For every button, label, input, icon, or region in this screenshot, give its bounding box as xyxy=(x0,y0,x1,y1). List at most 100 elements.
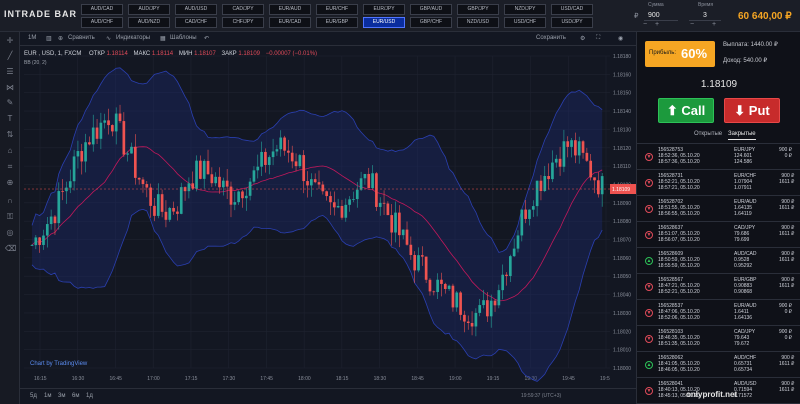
period-tab-1[interactable]: 1м xyxy=(44,393,52,399)
magnet-icon[interactable]: ∩ xyxy=(7,196,13,205)
indicators-button[interactable]: Индикаторы xyxy=(116,35,151,41)
pair-button-aud-usd[interactable]: AUD/USD xyxy=(175,4,217,15)
y-tick-label: 1.18080 xyxy=(613,219,631,225)
y-tick-label: 1.18140 xyxy=(613,109,631,115)
pair-button-gbp-aud[interactable]: GBP/AUD xyxy=(410,4,452,15)
pair-button-aud-cad[interactable]: AUD/CAD xyxy=(81,4,123,15)
pair-button-cad-chf[interactable]: CAD/CHF xyxy=(175,17,217,28)
candle-body xyxy=(84,142,87,162)
close-value: 1.18109 xyxy=(238,51,261,57)
candle-body xyxy=(417,255,420,271)
compare-button[interactable]: Сравнить xyxy=(68,35,95,41)
trade-row[interactable]: ▼ 156528702 18:51:55, 05.10.20 18:56:55, 05… xyxy=(637,196,800,222)
position-icon[interactable]: ⌂ xyxy=(7,146,13,155)
trade-row[interactable]: ▼ 156528637 18:51:07, 05.10.20 18:56:07, 05… xyxy=(637,222,800,248)
brush-icon[interactable]: ✎ xyxy=(6,98,14,107)
screenshot-icon[interactable]: ◉ xyxy=(618,36,624,42)
last-price-tag xyxy=(610,184,636,195)
compare-icon[interactable]: ⊕ xyxy=(58,36,64,42)
time-minus-button[interactable]: − xyxy=(690,21,695,28)
pair-button-nzd-jpy[interactable]: NZD/JPY xyxy=(504,4,546,15)
price-chart[interactable]: 1.18180 1.18160 1.18150 1.18140 1.18130 1.181… xyxy=(20,46,636,388)
amount-input[interactable]: 900 xyxy=(644,10,678,21)
candle-body xyxy=(401,229,405,236)
candle-type-icon[interactable]: ▥ xyxy=(46,36,52,42)
tab-open[interactable]: Открытые xyxy=(694,131,723,137)
pair-button-eur-jpy[interactable]: EUR/JPY xyxy=(363,4,405,15)
y-tick-label: 1.18060 xyxy=(613,256,631,262)
candle-body xyxy=(570,140,573,147)
trade-row[interactable]: ▼ 156528537 18:47:06, 05.10.20 18:52:06, 05… xyxy=(637,300,800,326)
time-input[interactable]: 3 xyxy=(689,10,721,21)
fullscreen-icon[interactable]: ⛶ xyxy=(596,35,601,41)
symbol-label[interactable]: EUR , USD, 1, FXCM xyxy=(24,51,82,57)
pair-button-eur-aud[interactable]: EUR/AUD xyxy=(269,4,311,15)
trade-row[interactable]: ▼ 156528103 18:46:35, 05.10.20 18:51:35, 05… xyxy=(637,326,800,352)
pair-button-usd-chf[interactable]: USD/CHF xyxy=(504,17,546,28)
candle-body xyxy=(344,204,348,218)
amount-plus-button[interactable]: + xyxy=(655,21,660,28)
pair-button-aud-jpy[interactable]: AUD/JPY xyxy=(128,4,170,15)
candle-body xyxy=(168,207,172,220)
x-tick-label: 19:00 xyxy=(449,376,462,382)
eye-icon[interactable]: ◎ xyxy=(6,228,14,237)
save-button[interactable]: Сохранить xyxy=(536,35,566,41)
trade-row[interactable]: ▲ 156528062 18:41:05, 05.10.20 18:46:05, 05… xyxy=(637,352,800,378)
trade-asset: CAD/JPY 79.643 79.672 xyxy=(734,329,756,347)
server-time: 19:59:37 (UTC+3) xyxy=(521,393,562,399)
trade-row[interactable]: ▲ 156528609 18:50:59, 05.10.20 18:55:59, 05… xyxy=(637,248,800,274)
pair-button-eur-cad[interactable]: EUR/CAD xyxy=(269,17,311,28)
pair-button-eur-chf[interactable]: EUR/CHF xyxy=(316,4,358,15)
crosshair-icon[interactable]: ✛ xyxy=(6,36,14,45)
period-tab-2[interactable]: 3м xyxy=(58,393,66,399)
text-icon[interactable]: T xyxy=(7,114,13,123)
templates-icon[interactable]: ▦ xyxy=(160,36,166,42)
candle-body xyxy=(409,244,413,256)
candle-body xyxy=(156,194,160,216)
trade-amount: 900 ₽1611 ₽ xyxy=(779,225,795,237)
trend-line-icon[interactable]: ╱ xyxy=(7,51,13,60)
tradingview-logo[interactable]: Chart by TradingView xyxy=(30,361,88,367)
put-button[interactable]: ⬇ Put xyxy=(724,98,780,123)
pair-button-nzd-usd[interactable]: NZD/USD xyxy=(457,17,499,28)
trash-icon[interactable]: ⌫ xyxy=(5,244,17,253)
candle-body xyxy=(348,199,351,205)
lock-icon[interactable]: ⚿ xyxy=(6,212,14,221)
zoom-icon[interactable]: ⊕ xyxy=(6,178,14,187)
pair-button-eur-usd[interactable]: EUR/USD xyxy=(363,17,405,28)
templates-button[interactable]: Шаблоны xyxy=(170,35,197,41)
pair-button-aud-nzd[interactable]: AUD/NZD xyxy=(128,17,170,28)
call-button[interactable]: ⬆ Call xyxy=(658,98,714,123)
period-tab-0[interactable]: 5д xyxy=(30,393,37,399)
period-tab-3[interactable]: 6м xyxy=(72,393,80,399)
undo-icon[interactable]: ↶ xyxy=(204,36,210,42)
y-tick-label: 1.18050 xyxy=(613,274,631,280)
pair-button-gbp-jpy[interactable]: GBP/JPY xyxy=(457,4,499,15)
candle-body xyxy=(359,178,363,190)
pair-button-gbp-chf[interactable]: GBP/CHF xyxy=(410,17,452,28)
settings-icon[interactable]: ⚙ xyxy=(580,36,586,42)
trade-row[interactable]: ▼ 156528567 18:47:21, 05.10.20 18:52:21, 05… xyxy=(637,274,800,300)
prediction-icon[interactable]: ⇅ xyxy=(6,130,14,139)
candle-body xyxy=(547,176,550,180)
pattern-icon[interactable]: ⋈ xyxy=(6,83,14,92)
pair-button-usd-jpy[interactable]: USD/JPY xyxy=(551,17,593,28)
pair-button-aud-chf[interactable]: AUD/CHF xyxy=(81,17,123,28)
trade-info: 156528062 18:41:05, 05.10.20 18:46:05, 05.… xyxy=(658,355,700,373)
candle-body xyxy=(271,151,275,158)
pair-button-cad-jpy[interactable]: CAD/JPY xyxy=(222,4,264,15)
amount-minus-button[interactable]: − xyxy=(643,21,648,28)
period-tab-4[interactable]: 1д xyxy=(86,393,93,399)
bollinger-legend[interactable]: BB (20, 2) xyxy=(24,60,47,66)
ruler-icon[interactable]: ⌗ xyxy=(7,162,13,171)
pair-button-eur-gbp[interactable]: EUR/GBP xyxy=(316,17,358,28)
indicators-icon[interactable]: ∿ xyxy=(106,36,112,42)
fib-icon[interactable]: ☰ xyxy=(6,67,14,76)
interval-button[interactable]: 1М xyxy=(28,35,37,41)
pair-button-usd-cad[interactable]: USD/CAD xyxy=(551,4,593,15)
tab-closed[interactable]: Закрытые xyxy=(728,131,756,140)
time-plus-button[interactable]: + xyxy=(712,21,717,28)
trade-row[interactable]: ▼ 156528753 18:52:36, 05.10.20 18:57:36, 05… xyxy=(637,144,800,170)
pair-button-chf-jpy[interactable]: CHF/JPY xyxy=(222,17,264,28)
trade-row[interactable]: ▼ 156528731 18:52:21, 05.10.20 18:57:21, 05… xyxy=(637,170,800,196)
